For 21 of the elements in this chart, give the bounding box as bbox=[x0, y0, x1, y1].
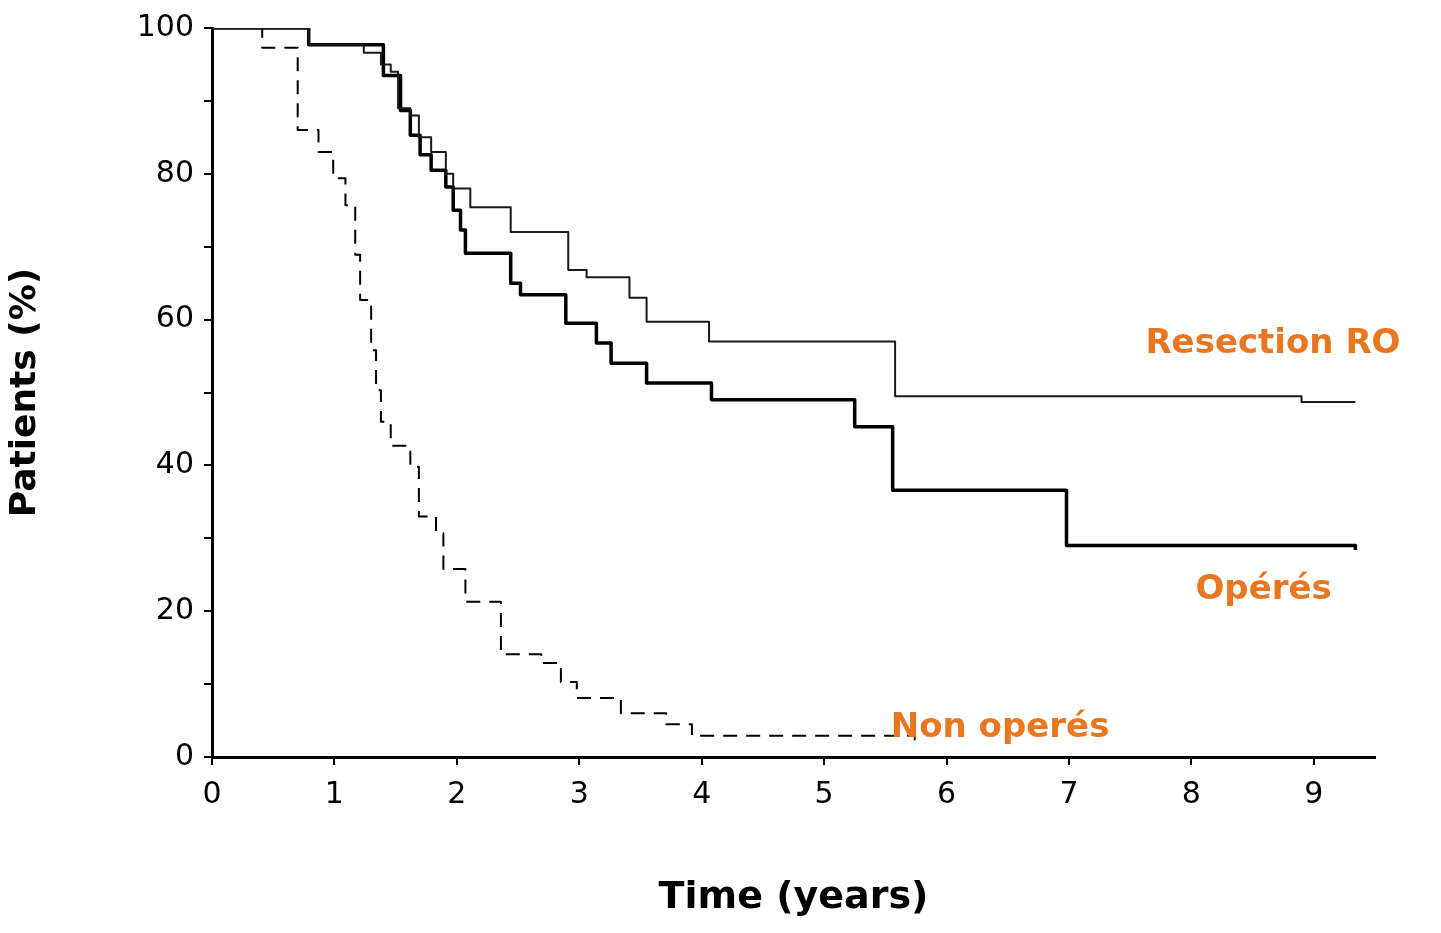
series-label: Resection RO bbox=[1145, 320, 1401, 361]
x-tick-label: 5 bbox=[814, 774, 834, 810]
x-tick-label: 0 bbox=[202, 774, 222, 810]
y-axis-title: Patients (%) bbox=[1, 267, 43, 518]
x-tick-label: 6 bbox=[936, 774, 957, 810]
x-axis-title: Time (years) bbox=[658, 873, 929, 918]
series-label: Non operés bbox=[890, 705, 1110, 746]
y-tick-label: 20 bbox=[155, 591, 194, 626]
x-tick-label: 2 bbox=[447, 774, 467, 810]
series-label: Opérés bbox=[1195, 566, 1332, 607]
y-tick-label: 0 bbox=[174, 736, 194, 772]
y-tick-label: 40 bbox=[155, 445, 194, 481]
x-tick-label: 1 bbox=[324, 774, 344, 810]
x-tick-label: 3 bbox=[569, 774, 589, 810]
y-tick-label: 80 bbox=[155, 153, 194, 189]
y-tick-label: 60 bbox=[155, 299, 194, 335]
x-tick-label: 4 bbox=[692, 774, 712, 810]
x-tick-label: 7 bbox=[1059, 774, 1079, 810]
x-tick-label: 8 bbox=[1181, 774, 1201, 810]
y-tick-label: 100 bbox=[136, 7, 194, 43]
x-tick-label: 9 bbox=[1304, 774, 1324, 810]
